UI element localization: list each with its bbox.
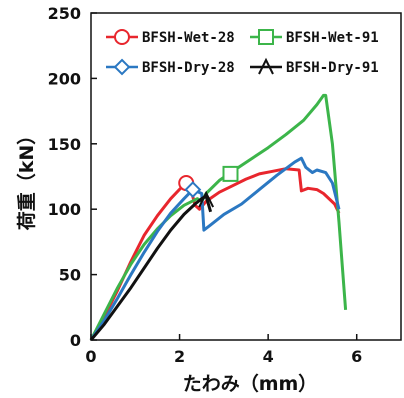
y-tick-label: 100 xyxy=(48,200,81,219)
y-tick-label: 150 xyxy=(48,135,81,154)
y-axis-label: 荷重（kN） xyxy=(15,126,38,231)
y-tick-label: 200 xyxy=(48,69,81,88)
legend-marker xyxy=(113,58,131,76)
x-tick-label: 2 xyxy=(174,347,185,366)
series-line-bfsh-dry-28 xyxy=(89,156,341,341)
legend-label: BFSH-Wet-28 xyxy=(142,30,235,46)
plot-frame xyxy=(90,12,402,341)
x-tick-label: 0 xyxy=(85,347,96,366)
legend: BFSH-Wet-28 BFSH-Wet-91 BFSH-Dry-28 BFSH-Dr… xyxy=(106,29,379,76)
series-line-bfsh-wet-28 xyxy=(89,167,341,341)
series-marker-bfsh-wet-91 xyxy=(222,165,239,182)
legend-label: BFSH-Dry-28 xyxy=(142,60,235,76)
series-marker-bfsh-dry-91 xyxy=(198,190,215,208)
marker-layer xyxy=(178,165,239,208)
series-line-bfsh-dry-91 xyxy=(89,194,213,341)
x-tick-label: 4 xyxy=(263,347,274,366)
legend-marker xyxy=(114,29,130,45)
y-tick-label: 50 xyxy=(59,266,81,285)
series-layer xyxy=(89,93,348,341)
legend-label: BFSH-Dry-91 xyxy=(286,60,379,76)
series-line-bfsh-wet-91 xyxy=(89,93,348,341)
y-tick-label: 0 xyxy=(70,331,81,350)
x-axis-label: たわみ（mm） xyxy=(183,372,318,395)
legend-marker xyxy=(258,29,274,45)
tick-layer: 0 50 100 150 200 250 0 2 4 6 xyxy=(48,4,363,366)
plot-border xyxy=(90,12,402,341)
series-marker-bfsh-dry-28 xyxy=(184,181,202,198)
legend-label: BFSH-Wet-91 xyxy=(286,30,379,46)
legend-marker xyxy=(258,57,274,75)
x-tick-label: 6 xyxy=(351,347,362,366)
y-tick-label: 250 xyxy=(48,4,81,23)
